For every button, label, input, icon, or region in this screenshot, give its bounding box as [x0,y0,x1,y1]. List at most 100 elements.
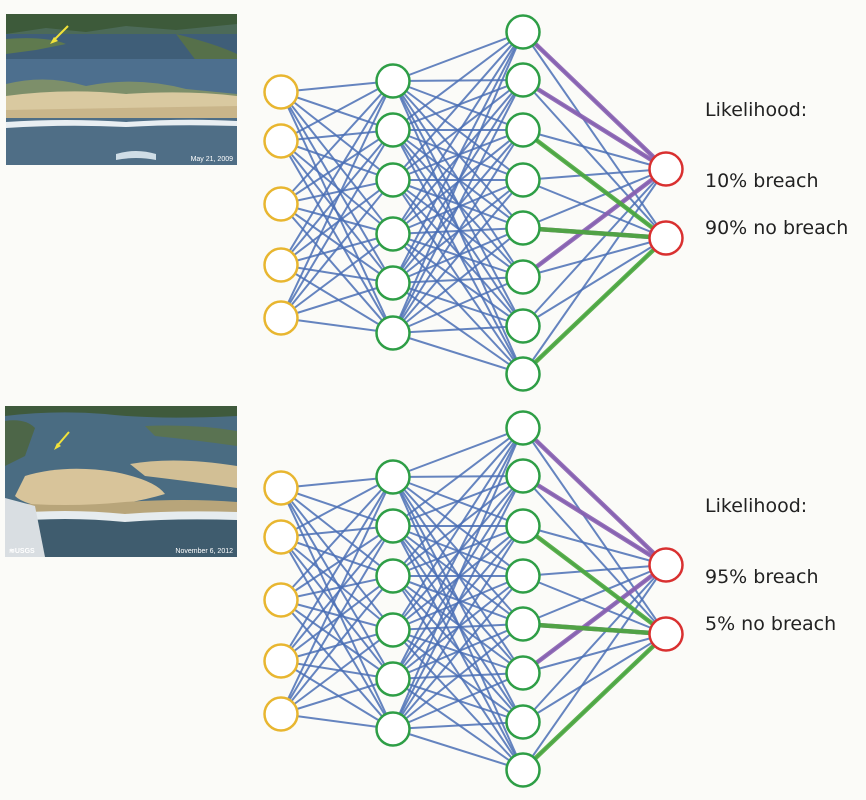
connection-edge [280,678,394,715]
connection-edge [392,31,524,82]
connection-edge [280,476,394,662]
connection-edge [392,475,524,577]
connection-edge [392,575,524,723]
hidden-node [505,606,541,642]
connection-edge [392,179,524,375]
connection-edge [522,475,667,635]
connection-edge [392,575,524,730]
highlighted-edge [520,562,669,676]
connection-edge [522,129,667,170]
connection-edge [522,564,667,625]
connection-edge [280,203,394,235]
hidden-node [375,711,411,747]
aerial-photo-2009-image [6,14,237,165]
connection-edge [392,129,524,181]
connection-edge [392,427,524,631]
connection-edge [280,282,394,319]
connection-edge [392,525,524,730]
input-node [263,696,299,732]
output-breach-likelihood: 95% breach [705,566,819,588]
connection-edge [280,317,394,334]
connection-edge [392,427,524,680]
connection-edge [392,475,524,730]
connection-edge [392,427,524,527]
hidden-node [375,315,411,351]
highlighted-edge [520,235,669,377]
output-no-breach-likelihood: 90% no breach [705,217,849,239]
hidden-node [505,508,541,544]
connection-edge [280,536,394,680]
connection-edge [280,599,394,730]
connection-edge [280,487,394,631]
connection-edge [280,476,394,538]
output-no-breach-likelihood: 5% no breach [705,613,837,635]
connection-edge [392,31,524,235]
highlighted-edge [520,473,669,568]
connection-edge [280,660,394,680]
connection-edge [280,713,394,730]
connection-edge [522,564,667,723]
connection-edge [392,575,524,771]
network-diagram-1 [263,14,684,392]
connection-edge [392,672,524,730]
connection-edge [280,179,394,319]
input-node [263,123,299,159]
hidden-node [375,216,411,252]
connection-edge [280,140,394,235]
network-diagram-2 [263,410,684,788]
output-node [648,616,684,652]
connection-edge [280,203,394,284]
hidden-node [505,356,541,392]
hidden-node [375,162,411,198]
connection-edge [392,332,524,375]
input-node [263,582,299,618]
connection-edge [392,179,524,334]
connection-edge [280,476,394,489]
connection-edge [522,564,667,771]
hidden-node [505,655,541,691]
output-node [648,220,684,256]
input-node [263,74,299,110]
connection-edge [522,79,667,239]
aerial-photo-2012: ≋USGS November 6, 2012 [5,406,237,557]
highlighted-edge [520,127,669,241]
connection-edge [392,79,524,181]
hidden-node [505,210,541,246]
connection-edge [522,237,667,327]
aerial-photo-2012-image [5,406,237,557]
connection-edge [522,633,667,674]
connection-edge [392,728,524,771]
highlighted-edge [520,631,669,773]
input-node [263,519,299,555]
output-node [648,151,684,187]
photo-date-caption: May 21, 2009 [190,156,233,163]
connection-edge [280,91,394,235]
connection-edge [280,525,394,601]
connection-edge [280,476,394,715]
connection-edge [522,179,667,239]
connection-edge [392,129,524,334]
highlighted-edge [520,29,669,172]
connection-edge [280,525,394,715]
connection-edge [280,140,394,334]
connection-edge [280,140,394,284]
input-node [263,470,299,506]
hidden-node [505,458,541,494]
connection-edge [522,168,667,181]
output-node [648,547,684,583]
hidden-node [375,112,411,148]
connection-edge [522,168,667,375]
connection-edge [280,80,394,205]
connection-edge [392,427,524,478]
connection-edge [280,599,394,680]
hidden-node [505,558,541,594]
connection-edge [280,575,394,715]
connection-edge [392,31,524,131]
hidden-node [375,612,411,648]
hidden-node [375,265,411,301]
connection-edge [392,575,524,674]
aerial-photo-2009: May 21, 2009 [6,14,237,165]
hidden-node [375,63,411,99]
hidden-node [505,704,541,740]
photo-date-caption: November 6, 2012 [175,548,233,555]
